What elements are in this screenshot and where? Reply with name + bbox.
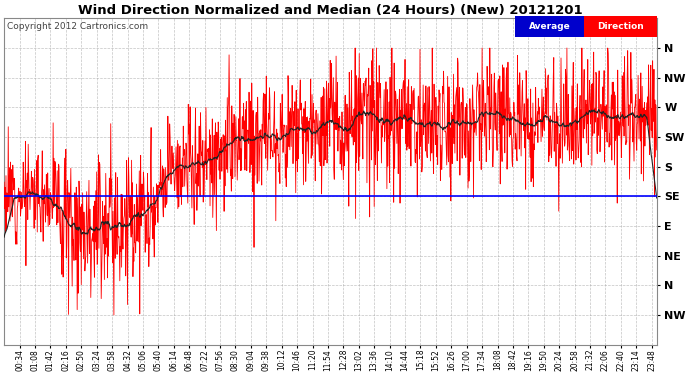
Text: Copyright 2012 Cartronics.com: Copyright 2012 Cartronics.com <box>7 22 148 31</box>
Title: Wind Direction Normalized and Median (24 Hours) (New) 20121201: Wind Direction Normalized and Median (24… <box>78 4 583 17</box>
Text: Average: Average <box>529 22 571 31</box>
Text: Direction: Direction <box>597 22 644 31</box>
